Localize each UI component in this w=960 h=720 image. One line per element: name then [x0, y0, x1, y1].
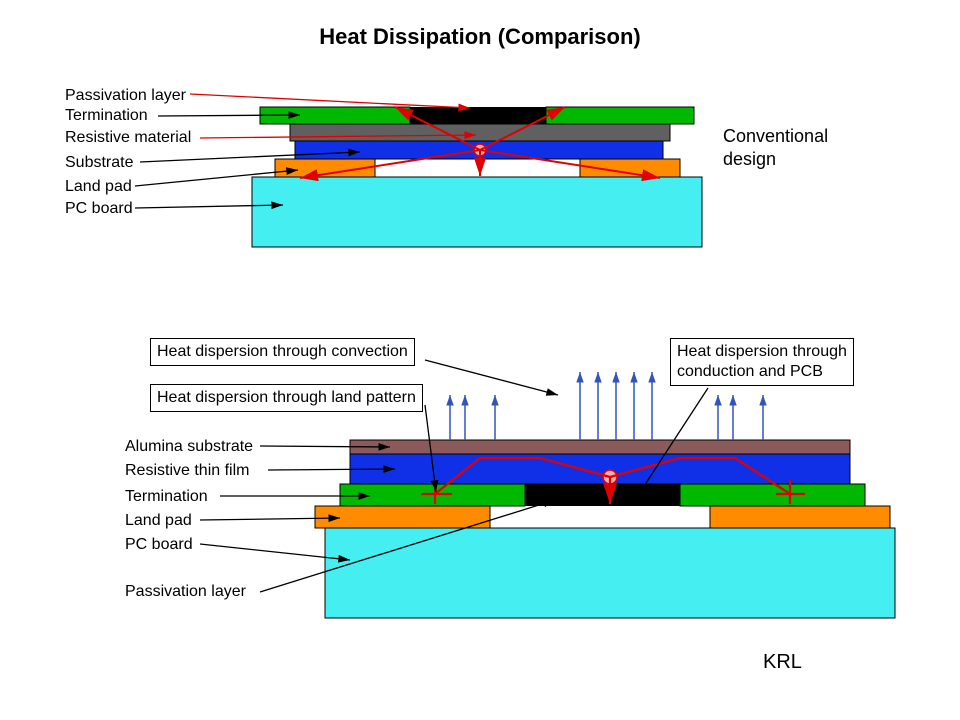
krl-passivation [525, 484, 680, 506]
krl-pcb [325, 528, 895, 618]
krl-heat-arrows [421, 458, 805, 504]
conv-label-passivation: Passivation layer [65, 86, 186, 106]
conv-term-right [546, 107, 694, 124]
krl-box-convection: Heat dispersion through convection [150, 338, 415, 366]
krl-landpad-left [315, 506, 490, 528]
conv-label-substrate: Substrate [65, 153, 133, 173]
krl-box-landpattern: Heat dispersion through land pattern [150, 384, 423, 412]
krl-alumina [350, 440, 850, 454]
krl-label-landpad: Land pad [125, 511, 192, 531]
conv-landpad-left [275, 159, 375, 177]
conv-side-label: Conventional design [723, 125, 828, 170]
krl-side-label: KRL [763, 650, 802, 675]
krl-label-alumina: Alumina substrate [125, 437, 253, 457]
krl-label-thinfilm: Resistive thin film [125, 461, 249, 481]
conv-resistive [290, 124, 670, 141]
conv-heat-arrows [300, 107, 660, 178]
conv-landpad-right [580, 159, 680, 177]
conv-label-pcboard: PC board [65, 199, 133, 219]
conv-heat-source-icon [474, 144, 486, 156]
conv-passivation [410, 107, 546, 124]
krl-label-term: Termination [125, 487, 208, 507]
krl-label-pcboard: PC board [125, 535, 193, 555]
krl-box-conduction: Heat dispersion through conduction and P… [670, 338, 854, 386]
krl-heat-source-icon [603, 470, 617, 484]
conv-pcb [252, 177, 702, 247]
conv-substrate [295, 141, 663, 159]
krl-landpad-right [710, 506, 890, 528]
krl-term-left [340, 484, 525, 506]
krl-term-right [680, 484, 865, 506]
conv-label-landpad: Land pad [65, 177, 132, 197]
conv-term-left [260, 107, 410, 124]
krl-label-passlayer: Passivation layer [125, 582, 246, 602]
conv-label-termination: Termination [65, 106, 148, 126]
conv-label-resistive: Resistive material [65, 128, 191, 148]
krl-thinfilm [350, 454, 850, 484]
page-title: Heat Dissipation (Comparison) [0, 24, 960, 50]
